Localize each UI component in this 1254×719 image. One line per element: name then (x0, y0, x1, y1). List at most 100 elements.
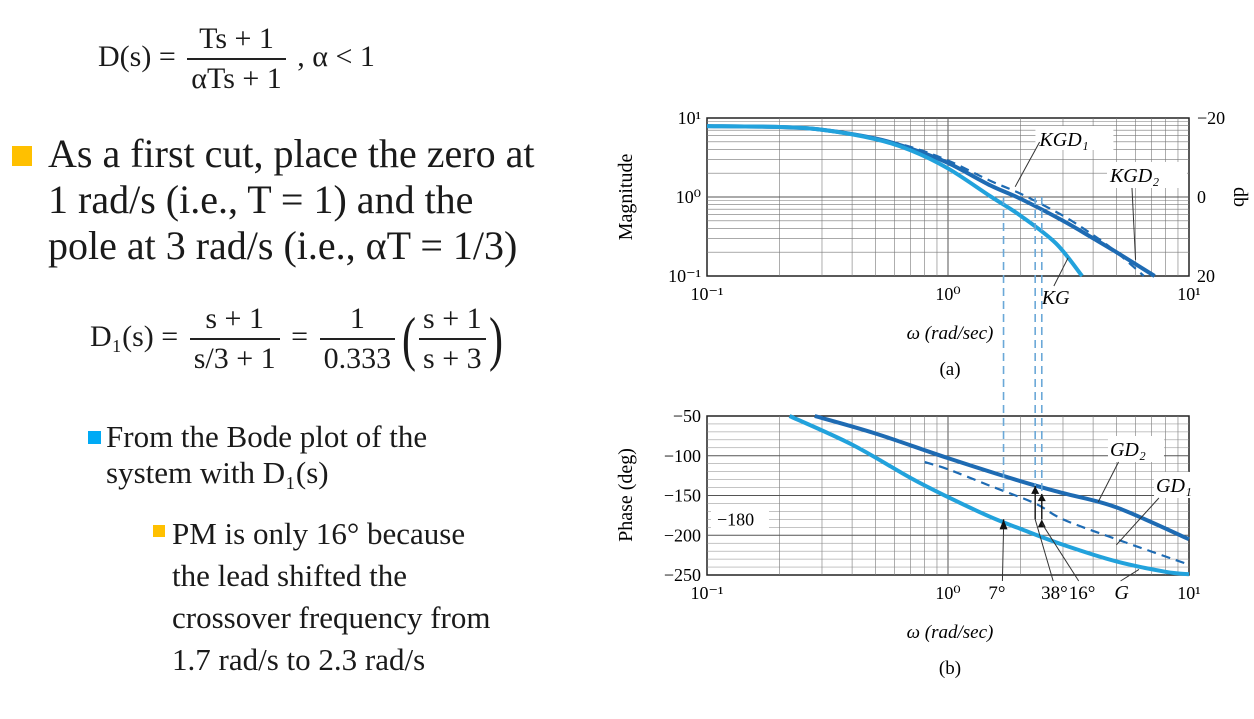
bullet1-text: As a first cut, place the zero at 1 rad/… (48, 131, 534, 269)
magnitude-series: KGD₁ KGD₂ KG (706, 124, 1187, 309)
y-tick-label: 10¹ (678, 108, 701, 128)
y-tick-label-right: 0 (1197, 187, 1206, 207)
bullet1-line2: 1 rad/s (i.e., T = 1) and the (48, 177, 474, 222)
eq1-denominator: αTs + 1 (191, 62, 282, 95)
y-tick-label: 10⁰ (676, 187, 701, 207)
magnitude-ylabel: Magnitude (615, 154, 637, 241)
bullet3-line4: 1.7 rad/s to 2.3 rad/s (172, 642, 426, 677)
eq2-den2: 0.333 (323, 342, 392, 375)
phase-grid (707, 416, 1189, 575)
eq1-condition: , α < 1 (297, 39, 375, 73)
pm-label-16deg: 16° (1069, 583, 1096, 604)
crossover-annotations: 7° 38° 16° (988, 197, 1095, 604)
series-label: GD₂ (1110, 439, 1146, 461)
reference-line-label: −180 (717, 509, 754, 529)
phase-ylabel: Phase (deg) (615, 448, 637, 542)
magnitude-xlabel: ω (rad/sec) (907, 323, 994, 344)
eq2-fraction2: 1 0.333 (319, 302, 396, 376)
y-tick-label: −200 (664, 525, 701, 545)
y-tick-label-right: 20 (1197, 266, 1215, 286)
series-label: KGD₂ (1109, 165, 1159, 187)
series-line (706, 124, 1084, 278)
annotation-gd2: GD₂ (1097, 436, 1164, 503)
annotation-gd1: GD₁ (1116, 472, 1211, 546)
right-paren: ) (488, 305, 503, 372)
bullet-marker-level3 (153, 525, 165, 537)
x-tick-label: 10⁰ (935, 583, 960, 603)
eq2-fraction3: s + 1 s + 3 (419, 302, 486, 376)
eq1-numerator: Ts + 1 (187, 22, 286, 60)
phase-tick-labels: 10⁻¹ 10⁰ 10¹ −50 −100 −150 −200 −250 −180 (664, 406, 1201, 603)
bode-figure: 10⁻¹ 10⁰ 10¹ 10⁻¹ 20 10⁰ 0 10¹ −20 KGD₁ KGD₂ KG ω … (615, 108, 1250, 679)
arrow-head (1037, 493, 1046, 502)
bullet1-line3: pole at 3 rad/s (i.e., αT = 1/3) (48, 223, 518, 268)
annotation-leader (1120, 569, 1140, 582)
phase-plot: 10⁻¹ 10⁰ 10¹ −50 −100 −150 −200 −250 −180 GD₂ GD₁… (615, 406, 1211, 679)
series-line (875, 136, 1145, 277)
annotation-kgd2: KGD₂ (1106, 162, 1187, 260)
annotation-g: G (1114, 569, 1140, 604)
annotation-leader (1014, 141, 1041, 187)
annotation-leader (1053, 257, 1069, 287)
eq2-num2: 1 (319, 302, 396, 340)
bullet-marker-level1 (12, 146, 32, 166)
equation-d1: D₁(s) = s + 1 s/3 + 1 = 1 0.333 ( s + 1 … (90, 302, 506, 376)
x-tick-label: 10⁻¹ (691, 583, 724, 603)
x-tick-label: 10¹ (1177, 284, 1200, 304)
eq2-den3: s + 3 (423, 342, 482, 375)
bullet-marker-level2 (88, 431, 101, 444)
arrow-head (999, 519, 1008, 530)
bullet1-line1: As a first cut, place the zero at (48, 131, 535, 176)
equation-lead-compensator: D(s) = Ts + 1 αTs + 1 , α < 1 (98, 22, 375, 96)
ref-label-bg (711, 508, 769, 531)
annotation-leader (1116, 497, 1160, 546)
y-tick-label: −50 (673, 406, 701, 426)
annotation-leader (1034, 519, 1054, 582)
bullet2-line1: From the Bode plot of the (106, 419, 428, 454)
bullet3-text: PM is only 16° because the lead shifted … (172, 513, 490, 681)
series-line (788, 414, 1190, 577)
y-tick-label: −250 (664, 565, 701, 585)
series-label: G (1114, 582, 1129, 604)
phase-xlabel: ω (rad/sec) (907, 622, 994, 643)
magnitude-panel-label: (a) (939, 359, 960, 380)
magnitude-grid (707, 118, 1189, 276)
eq2-lhs: D₁(s) = (90, 319, 179, 353)
y-tick-label-right: −20 (1197, 108, 1225, 128)
eq1-fraction: Ts + 1 αTs + 1 (187, 22, 286, 96)
phase-panel-label: (b) (939, 658, 961, 679)
series-label: KGD₁ (1038, 129, 1088, 151)
pm-label-38deg: 38° (1041, 583, 1068, 604)
left-paren: ( (402, 305, 417, 372)
eq2-equals: = (291, 319, 309, 353)
annotation-leader (1131, 187, 1137, 260)
series-label: KG (1041, 287, 1070, 309)
bullet3-line1: PM is only 16° because (172, 516, 466, 551)
y-tick-label: −100 (664, 446, 701, 466)
arrow-head (1031, 485, 1040, 494)
bullet3-line3: crossover frequency from (172, 600, 491, 635)
pm-label-7deg: 7° (988, 583, 1005, 604)
magnitude-plot: 10⁻¹ 10⁰ 10¹ 10⁻¹ 20 10⁰ 0 10¹ −20 KGD₁ KGD₂ KG ω … (615, 108, 1250, 380)
eq2-fraction1: s + 1 s/3 + 1 (189, 302, 280, 376)
y-tick-label: 10⁻¹ (668, 266, 701, 286)
eq2-den1: s/3 + 1 (193, 342, 276, 375)
y-tick-label: −150 (664, 486, 701, 506)
magnitude-tick-labels: 10⁻¹ 10⁰ 10¹ 10⁻¹ 20 10⁰ 0 10¹ −20 (668, 108, 1225, 304)
x-tick-label: 10¹ (1177, 583, 1200, 603)
magnitude-ylabel-right: db (1229, 187, 1250, 207)
x-tick-label: 10⁻¹ (691, 284, 724, 304)
annotation-leader (1041, 523, 1080, 582)
bullet2-line2: system with D₁(s) (106, 455, 329, 490)
x-tick-label: 10⁰ (935, 284, 960, 304)
bullet2-text: From the Bode plot of the system with D₁… (106, 419, 427, 491)
eq2-num3: s + 1 (419, 302, 486, 340)
phase-series: GD₂ GD₁ G (788, 414, 1211, 604)
annotation-leader (1001, 528, 1005, 582)
annotation-kgd1: KGD₁ (1014, 126, 1114, 187)
annotation-kg: KG (1041, 257, 1070, 309)
series-line (814, 414, 1190, 542)
eq2-num1: s + 1 (189, 302, 280, 340)
bullet3-line2: the lead shifted the (172, 558, 407, 593)
